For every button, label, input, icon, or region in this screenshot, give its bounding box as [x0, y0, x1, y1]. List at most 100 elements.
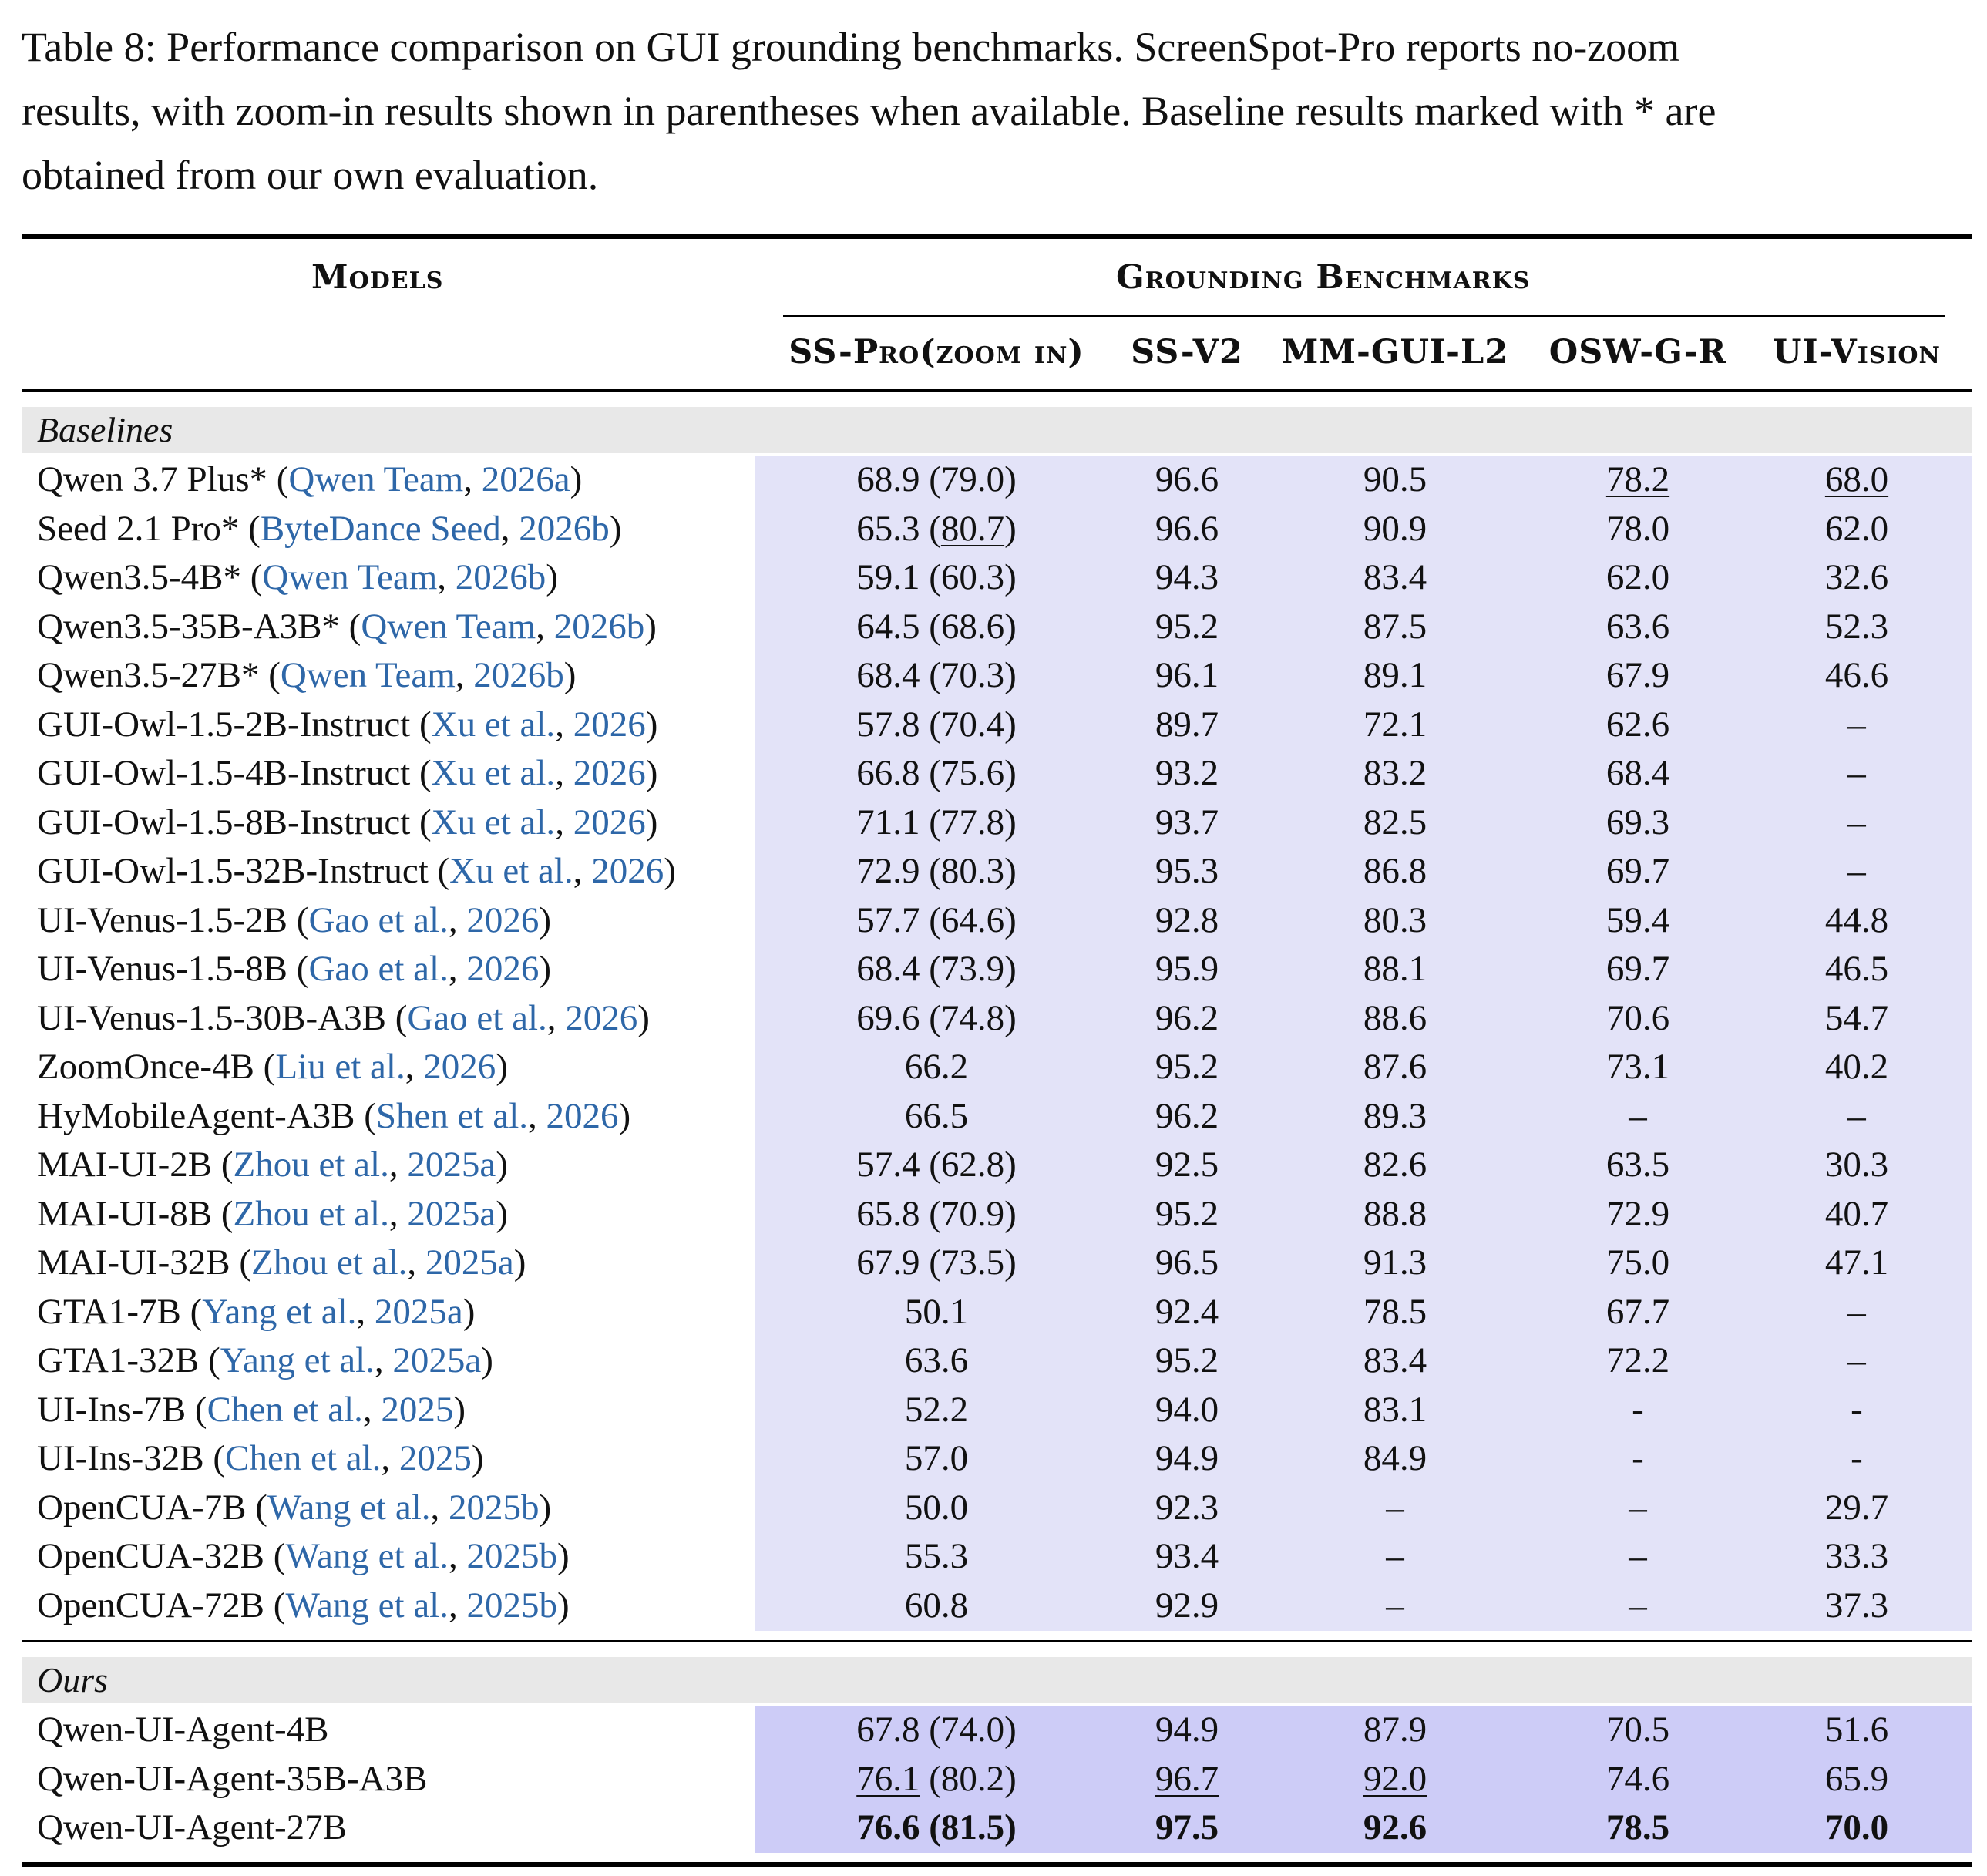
- cell-value: 68.4 (70.3): [856, 655, 1017, 695]
- cell-value: 95.2: [1155, 1047, 1219, 1087]
- citation-authors: Wang et al.: [267, 1487, 431, 1528]
- model-label: UI-Ins-7B (: [37, 1389, 207, 1430]
- model-name: UI-Ins-32B (Chen et al., 2025): [37, 1434, 484, 1483]
- table-cell: –: [1272, 1483, 1518, 1532]
- citation-close: ): [546, 557, 558, 597]
- cell-value: 51.6: [1824, 1710, 1889, 1750]
- citation-close: ): [462, 1291, 476, 1332]
- table-cell: 76.1 (80.2): [771, 1754, 1102, 1804]
- cell-value: -: [1851, 1389, 1863, 1430]
- cell-value: 44.8: [1824, 899, 1889, 940]
- cell-value: 72.2: [1605, 1340, 1670, 1380]
- ours-shading: [755, 1706, 1972, 1853]
- citation-separator: ,: [405, 1047, 424, 1087]
- cell-value: –: [1847, 802, 1866, 842]
- citation-year: 2025a: [425, 1242, 514, 1283]
- baseline-shading: [755, 456, 1972, 1631]
- table-cell: 66.8 (75.6): [771, 748, 1102, 798]
- cell-value: 84.9: [1363, 1438, 1427, 1478]
- model-name: HyMobileAgent-A3B (Shen et al., 2026): [37, 1091, 630, 1141]
- model-label: MAI-UI-32B (: [37, 1242, 252, 1283]
- citation-separator: ,: [528, 1095, 546, 1136]
- model-name: MAI-UI-2B (Zhou et al., 2025a): [37, 1140, 508, 1189]
- citation-year: 2025: [398, 1438, 472, 1478]
- cell-value: 86.8: [1363, 851, 1427, 891]
- cell-value: 95.2: [1155, 1340, 1219, 1380]
- table-cell: 32.6: [1757, 553, 1956, 602]
- table-cell: 55.3: [771, 1531, 1102, 1581]
- table-cell: 64.5 (68.6): [771, 602, 1102, 651]
- table-cell: –: [1757, 1091, 1956, 1141]
- citation-authors: ByteDance Seed: [260, 508, 501, 549]
- cell-value-part: (80.2): [920, 1758, 1017, 1799]
- citation-separator: ,: [546, 997, 566, 1038]
- models-header: Models: [311, 258, 443, 297]
- cell-value: 57.4 (62.8): [856, 1145, 1017, 1185]
- citation-year: 2025a: [392, 1340, 482, 1380]
- cell-value: 92.9: [1155, 1585, 1219, 1626]
- citation-close: ): [481, 1340, 493, 1380]
- cell-value: 37.3: [1824, 1585, 1889, 1626]
- table-cell: 67.7: [1518, 1287, 1757, 1336]
- table-cell: 87.5: [1272, 602, 1518, 651]
- cell-value: 40.2: [1824, 1047, 1889, 1087]
- table-cell: 96.2: [1102, 993, 1272, 1043]
- table-cell: 40.2: [1757, 1042, 1956, 1091]
- model-label: GTA1-32B (: [37, 1340, 220, 1380]
- model-label: OpenCUA-32B (: [37, 1536, 286, 1576]
- model-label: GUI-Owl-1.5-32B-Instruct (: [37, 851, 450, 891]
- cell-value: –: [1629, 1585, 1647, 1626]
- cell-value: 83.4: [1363, 1340, 1427, 1380]
- citation-close: ): [570, 459, 583, 499]
- table-cell: 67.8 (74.0): [771, 1705, 1102, 1754]
- table-cell: 67.9 (73.5): [771, 1238, 1102, 1287]
- citation-authors: Zhou et al.: [233, 1193, 389, 1234]
- table-cell: 57.0: [771, 1434, 1102, 1483]
- cell-value: 55.3: [904, 1536, 969, 1576]
- table-row: GUI-Owl-1.5-32B-Instruct (Xu et al., 202…: [0, 846, 1987, 896]
- cell-value: 78.5: [1605, 1807, 1670, 1847]
- cell-value: –: [1629, 1095, 1647, 1136]
- table-row: UI-Venus-1.5-2B (Gao et al., 2026) 57.7 (…: [0, 896, 1987, 945]
- cell-value: 96.1: [1155, 655, 1219, 695]
- cell-value-part: ): [1004, 508, 1017, 549]
- citation-separator: ,: [448, 1536, 467, 1576]
- citation-separator: ,: [381, 1438, 399, 1478]
- cell-value: 68.0: [1824, 459, 1889, 499]
- cell-value: 91.3: [1363, 1242, 1427, 1283]
- cell-value: 93.2: [1155, 753, 1219, 793]
- table-cell: 75.0: [1518, 1238, 1757, 1287]
- citation-close: ): [539, 899, 551, 940]
- cell-value: 82.5: [1363, 802, 1427, 842]
- citation-separator: ,: [573, 851, 592, 891]
- table-cell: 47.1: [1757, 1238, 1956, 1287]
- table-cell: 29.7: [1757, 1483, 1956, 1532]
- cell-value: –: [1847, 851, 1866, 891]
- citation-year: 2025: [381, 1389, 454, 1430]
- cell-value: 68.4 (73.9): [856, 949, 1017, 989]
- model-name: GUI-Owl-1.5-32B-Instruct (Xu et al., 202…: [37, 846, 676, 896]
- table-cell: 92.8: [1102, 896, 1272, 945]
- table-cell: 69.3: [1518, 798, 1757, 847]
- header-rule: [22, 389, 1972, 392]
- model-label: Qwen3.5-4B* (: [37, 557, 263, 597]
- cell-value: 94.9: [1155, 1710, 1219, 1750]
- cell-value: 83.4: [1363, 557, 1427, 597]
- table-cell: 92.6: [1272, 1803, 1518, 1852]
- cell-value: 97.5: [1155, 1807, 1219, 1847]
- section-baselines-label: Baselines: [37, 410, 173, 449]
- cell-value: 70.6: [1605, 997, 1670, 1038]
- cell-value-underlined: 76.1: [856, 1758, 920, 1799]
- cell-value: 50.0: [904, 1487, 969, 1528]
- citation-authors: Xu et al.: [431, 704, 556, 745]
- cell-value: 68.9 (79.0): [856, 459, 1017, 499]
- col-header-ss-v2: SS-V2: [1131, 333, 1243, 372]
- model-label: Qwen-UI-Agent-4B: [37, 1710, 329, 1750]
- table-cell: 60.8: [771, 1581, 1102, 1630]
- table-row: UI-Ins-32B (Chen et al., 2025) 57.0 94.9 84…: [0, 1434, 1987, 1483]
- cell-value: 88.8: [1363, 1193, 1427, 1234]
- cell-value: 92.0: [1363, 1758, 1427, 1799]
- model-label: GTA1-7B (: [37, 1291, 203, 1332]
- bottom-rule: [22, 1862, 1972, 1867]
- model-label: Qwen-UI-Agent-35B-A3B: [37, 1758, 428, 1799]
